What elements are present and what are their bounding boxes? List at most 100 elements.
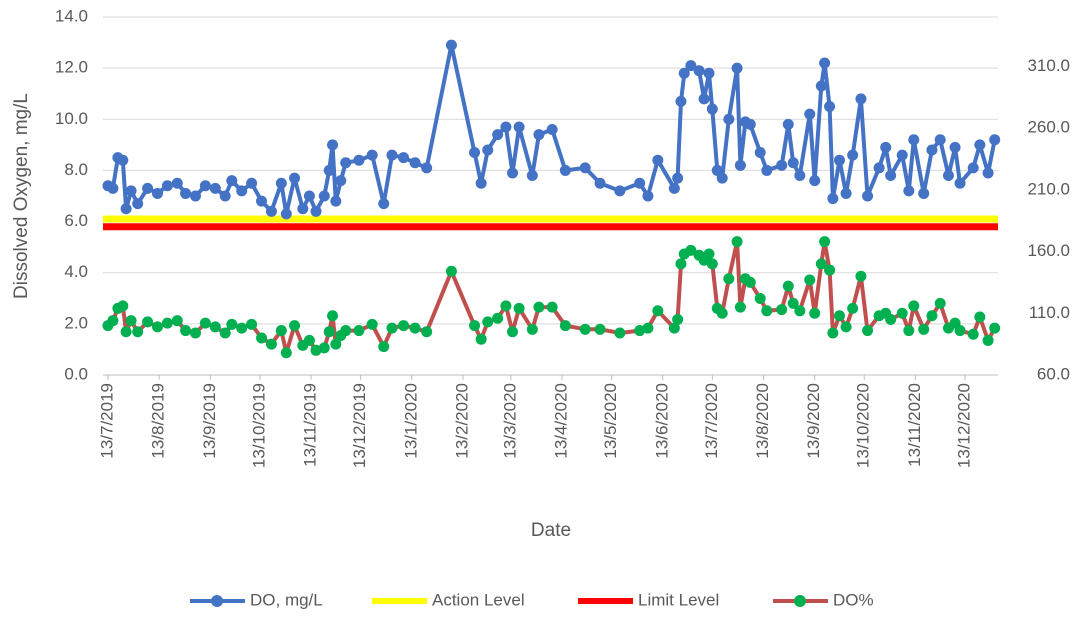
data-point	[142, 182, 154, 194]
data-point	[209, 182, 221, 194]
data-point	[209, 321, 221, 333]
data-point	[500, 121, 512, 133]
data-point	[685, 244, 697, 256]
data-point	[180, 325, 192, 337]
data-point	[855, 93, 867, 105]
data-point	[734, 301, 746, 313]
data-point	[340, 325, 352, 337]
x-tick-label: 13/9/2019	[200, 383, 219, 459]
data-point	[706, 258, 718, 270]
data-point	[642, 322, 654, 334]
data-point	[698, 93, 710, 105]
data-point	[880, 141, 892, 153]
data-point	[482, 316, 494, 328]
data-point	[226, 175, 238, 187]
data-point	[896, 149, 908, 161]
legend-marker	[211, 595, 223, 607]
data-point	[507, 167, 519, 179]
data-point	[303, 190, 315, 202]
data-point	[132, 198, 144, 210]
data-point	[614, 185, 626, 197]
data-point	[716, 172, 728, 184]
data-point	[723, 273, 735, 285]
x-tick-label: 13/7/2020	[702, 383, 721, 459]
data-point	[862, 190, 874, 202]
data-point	[386, 322, 398, 334]
data-point	[744, 276, 756, 288]
data-point	[318, 190, 330, 202]
data-point	[675, 95, 687, 107]
data-point	[327, 310, 339, 322]
data-point	[445, 39, 457, 51]
y2-tick-label: 310.0	[1027, 56, 1070, 75]
data-point	[918, 187, 930, 199]
data-point	[776, 159, 788, 171]
data-point	[378, 341, 390, 353]
data-point	[675, 258, 687, 270]
data-point	[265, 338, 277, 350]
data-point	[386, 149, 398, 161]
data-point	[614, 327, 626, 339]
data-point	[594, 323, 606, 335]
data-point	[526, 170, 538, 182]
data-point	[815, 258, 827, 270]
x-tick-label: 13/10/2019	[249, 383, 268, 468]
x-tick-label: 13/12/2020	[954, 383, 973, 468]
data-point	[954, 177, 966, 189]
data-point	[833, 154, 845, 166]
y-tick-label: 8.0	[64, 160, 88, 179]
data-point	[672, 313, 684, 325]
data-point	[289, 172, 301, 184]
data-point	[469, 320, 481, 332]
data-point	[107, 315, 119, 327]
data-point	[942, 170, 954, 182]
data-point	[634, 177, 646, 189]
x-tick-label: 13/2/2020	[452, 383, 471, 459]
data-point	[323, 164, 335, 176]
data-point	[827, 327, 839, 339]
data-point	[787, 297, 799, 309]
data-point	[794, 170, 806, 182]
data-point	[318, 342, 330, 354]
y-tick-label: 12.0	[55, 58, 88, 77]
data-point	[275, 177, 287, 189]
data-point	[161, 180, 173, 192]
data-point	[335, 175, 347, 187]
data-point	[840, 321, 852, 333]
data-point	[716, 307, 728, 319]
data-point	[934, 297, 946, 309]
data-point	[903, 325, 915, 337]
data-point	[809, 307, 821, 319]
data-point	[226, 318, 238, 330]
data-point	[782, 118, 794, 130]
data-point	[513, 121, 525, 133]
data-point	[989, 322, 1001, 334]
data-point	[421, 326, 433, 338]
data-point	[761, 164, 773, 176]
data-point	[161, 317, 173, 329]
data-point	[409, 157, 421, 169]
data-point	[678, 67, 690, 79]
data-point	[579, 162, 591, 174]
y-tick-label: 14.0	[55, 6, 88, 25]
x-tick-label: 13/7/2019	[97, 383, 116, 459]
data-point	[533, 301, 545, 313]
data-point	[862, 325, 874, 337]
data-point	[672, 172, 684, 184]
data-point	[594, 177, 606, 189]
data-point	[533, 129, 545, 141]
data-point	[409, 322, 421, 334]
data-point	[579, 323, 591, 335]
data-point	[469, 147, 481, 159]
data-point	[918, 323, 930, 335]
x-tick-label: 13/4/2020	[552, 383, 571, 459]
data-point	[199, 180, 211, 192]
data-point	[559, 320, 571, 332]
legend-label: Action Level	[432, 590, 525, 609]
data-point	[265, 205, 277, 217]
x-tick-label: 13/9/2020	[804, 383, 823, 459]
x-tick-label: 13/5/2020	[601, 383, 620, 459]
data-point	[398, 320, 410, 332]
data-point	[310, 344, 322, 356]
y-tick-label: 0.0	[64, 364, 88, 383]
